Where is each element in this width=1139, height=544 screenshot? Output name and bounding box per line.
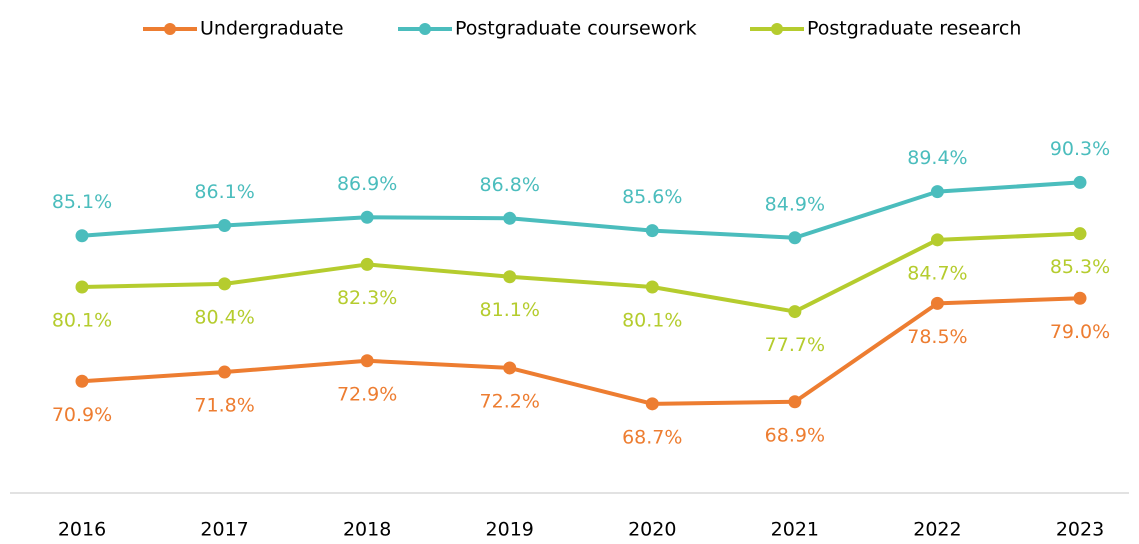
x-tick-label: 2016 [58,519,106,541]
legend-label: Postgraduate research [807,18,1021,40]
data-label: 72.9% [337,383,397,405]
data-label: 86.9% [337,173,397,195]
data-label: 77.7% [765,334,825,356]
series-line [81,296,1081,406]
data-label: 80.4% [194,306,254,328]
data-point [788,395,802,409]
data-point [788,231,802,245]
legend-label: Undergraduate [200,18,344,40]
data-point [1073,175,1087,189]
data-label: 79.0% [1050,321,1110,343]
data-point [75,374,89,388]
legend-marker [419,23,431,35]
data-point [1073,291,1087,305]
data-label: 72.2% [480,390,540,412]
legend-marker [164,23,176,35]
series-line [81,180,1081,240]
data-label: 78.5% [907,326,967,348]
data-point [930,185,944,199]
data-point [503,270,517,284]
data-point [930,296,944,310]
data-label: 68.9% [765,424,825,446]
data-label: 86.8% [480,174,540,196]
data-label: 70.9% [52,404,112,426]
legend-label: Postgraduate coursework [455,18,697,40]
data-point [218,277,232,291]
x-tick-label: 2022 [913,519,961,541]
data-point [503,361,517,375]
data-label: 85.6% [622,186,682,208]
data-label: 85.3% [1050,256,1110,278]
x-tick-label: 2023 [1056,519,1104,541]
data-label: 80.1% [622,309,682,331]
x-tick-label: 2021 [771,519,819,541]
data-label: 71.8% [194,395,254,417]
data-point [360,257,374,271]
data-point [75,229,89,243]
data-label: 84.9% [765,193,825,215]
data-point [645,280,659,294]
x-tick-label: 2018 [343,519,391,541]
data-label: 68.7% [622,426,682,448]
data-point [218,218,232,232]
data-label: 80.1% [52,309,112,331]
series-line [81,231,1081,314]
data-point [360,354,374,368]
x-tick-label: 2017 [200,519,248,541]
data-point [1073,227,1087,241]
data-point [218,365,232,379]
data-point [788,305,802,319]
data-label: 81.1% [480,299,540,321]
data-point [645,397,659,411]
data-point [75,280,89,294]
legend-marker [771,23,783,35]
data-label: 90.3% [1050,138,1110,160]
data-label: 82.3% [337,287,397,309]
data-label: 86.1% [194,181,254,203]
data-point [930,233,944,247]
data-label: 85.1% [52,191,112,213]
data-label: 84.7% [907,262,967,284]
x-tick-label: 2019 [486,519,534,541]
data-label: 89.4% [907,147,967,169]
data-point [503,211,517,225]
data-point [645,224,659,238]
data-point [360,210,374,224]
x-tick-label: 2020 [628,519,676,541]
